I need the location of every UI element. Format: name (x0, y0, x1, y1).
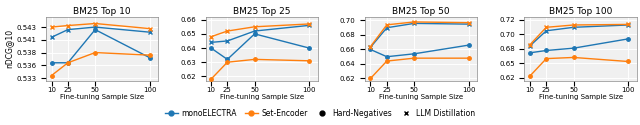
Y-axis label: nDCG@10: nDCG@10 (4, 29, 13, 68)
X-axis label: Fine-tuning Sample Size: Fine-tuning Sample Size (539, 94, 623, 100)
Legend: monoELECTRA, Set-Encoder, Hard-Negatives, LLM Distillation: monoELECTRA, Set-Encoder, Hard-Negatives… (161, 106, 479, 121)
X-axis label: Fine-tuning Sample Size: Fine-tuning Sample Size (379, 94, 463, 100)
X-axis label: Fine-tuning Sample Size: Fine-tuning Sample Size (220, 94, 304, 100)
Title: BM25 Top 25: BM25 Top 25 (233, 7, 291, 16)
Title: BM25 Top 100: BM25 Top 100 (549, 7, 612, 16)
X-axis label: Fine-tuning Sample Size: Fine-tuning Sample Size (60, 94, 144, 100)
Title: BM25 Top 50: BM25 Top 50 (392, 7, 450, 16)
Title: BM25 Top 10: BM25 Top 10 (74, 7, 131, 16)
